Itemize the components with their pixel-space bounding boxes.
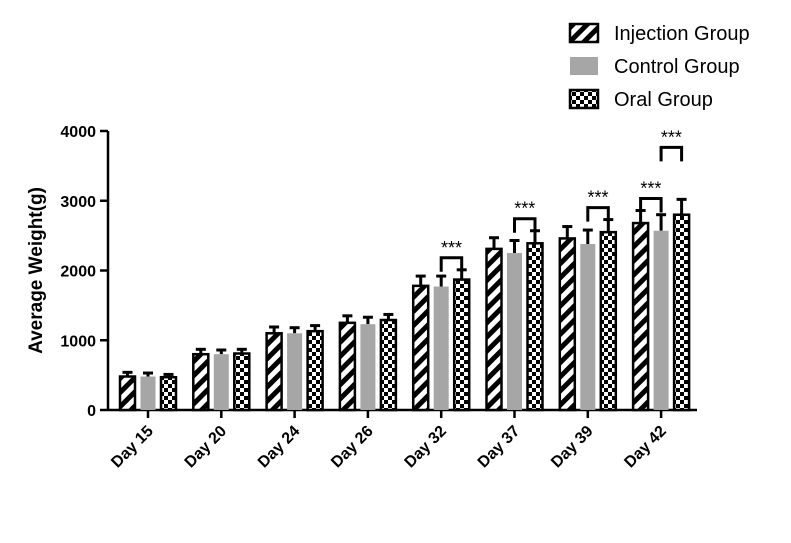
bar-control-group-day-20 — [213, 354, 229, 410]
x-tick-label: Day 15 — [108, 423, 157, 472]
bar-oral-group-day-42 — [672, 213, 691, 412]
bar-control-group-day-26 — [360, 324, 376, 410]
x-tick-label: Day 39 — [548, 423, 597, 472]
x-tick-label: Day 20 — [182, 423, 231, 472]
bars-group — [118, 197, 691, 412]
legend-swatch — [570, 57, 598, 75]
bar-control-group-day-32 — [433, 286, 449, 410]
y-tick-label: 2000 — [60, 264, 96, 281]
significance-bracket — [439, 256, 464, 272]
x-tick-label: Day 24 — [255, 423, 304, 472]
bar-control-group-day-37 — [507, 253, 522, 410]
legend-label: Oral Group — [614, 89, 713, 111]
legend-label: Injection Group — [614, 23, 750, 45]
y-axis-title: Average Weight(g) — [26, 187, 47, 354]
bar-oral-group-day-15 — [159, 375, 178, 412]
bar-injection-group-day-24 — [265, 332, 283, 412]
x-tick-label: Day 42 — [621, 423, 670, 472]
y-axis: 0 1000 2000 3000 4000 — [60, 124, 110, 420]
bar-injection-group-day-15 — [118, 375, 137, 412]
bar-injection-group-day-42 — [631, 221, 650, 412]
y-tick-label: 0 — [87, 403, 96, 420]
x-tick-label: Day 32 — [402, 423, 451, 472]
bar-injection-group-day-20 — [192, 352, 210, 412]
bar-injection-group-day-32 — [411, 284, 430, 412]
y-tick-label: 3000 — [60, 194, 96, 211]
significance-bracket — [639, 197, 663, 213]
significance-bracket — [659, 145, 684, 162]
bar-oral-group-day-32 — [452, 278, 471, 412]
bar-control-group-day-24 — [287, 333, 303, 410]
significance-label: *** — [661, 127, 682, 147]
significance-label: *** — [588, 188, 609, 208]
bar-oral-group-day-39 — [599, 230, 618, 412]
bar-oral-group-day-37 — [526, 242, 544, 412]
bar-oral-group-day-26 — [379, 318, 398, 412]
bar-injection-group-day-26 — [338, 321, 357, 412]
significance-bracket — [513, 217, 537, 233]
x-tick-label: Day 26 — [328, 423, 377, 472]
bar-injection-group-day-39 — [558, 237, 577, 412]
x-axis: Day 15 Day 20 Day 24 Day 26 Day 32 Day 37 Day … — [108, 408, 697, 472]
significance-bracket — [586, 206, 610, 222]
bar-oral-group-day-20 — [233, 352, 251, 412]
bar-control-group-day-39 — [580, 243, 596, 410]
significance-label: *** — [514, 199, 535, 219]
legend-label: Control Group — [614, 56, 740, 78]
significance-annotations: *** *** *** *** *** — [439, 127, 684, 272]
significance-label: *** — [441, 238, 462, 258]
bar-control-group-day-15 — [140, 376, 156, 410]
significance-label: *** — [640, 179, 661, 199]
legend: Injection Group Control Group Oral Group — [568, 22, 750, 111]
bar-control-group-day-42 — [653, 230, 669, 410]
y-tick-label: 1000 — [60, 333, 96, 350]
legend-swatch — [568, 22, 600, 44]
bar-oral-group-day-24 — [306, 329, 324, 412]
x-tick-label: Day 37 — [475, 423, 524, 472]
y-tick-label: 4000 — [60, 124, 96, 141]
bar-injection-group-day-37 — [485, 247, 503, 412]
legend-swatch — [568, 88, 600, 110]
